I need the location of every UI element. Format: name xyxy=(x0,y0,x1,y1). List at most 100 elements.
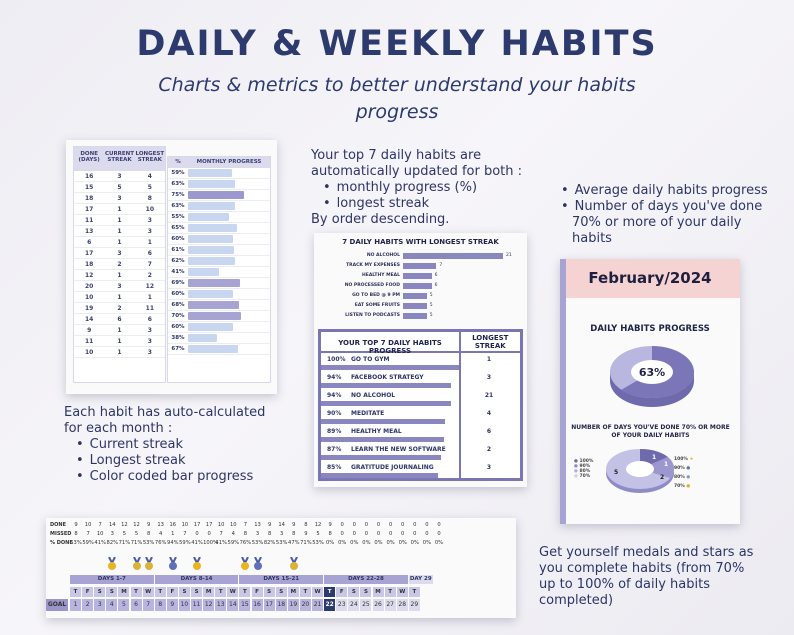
table-cell: 16 xyxy=(84,173,94,180)
top7-name: HEALTHY MEAL xyxy=(351,428,402,435)
streak-bar xyxy=(403,313,427,319)
day-letter: S xyxy=(94,587,106,597)
day-letter: T xyxy=(384,587,396,597)
table-row: 14 6 6 xyxy=(74,314,165,325)
calendar-cell: 17 xyxy=(193,522,201,528)
top7-bullet: longest streak xyxy=(323,196,551,212)
progress-pct: 60% xyxy=(171,291,185,297)
calendar-cell: 59% xyxy=(179,540,191,546)
calendar-cell: 0 xyxy=(425,531,429,537)
table-cell: 1 xyxy=(117,338,122,345)
table-cell: 10 xyxy=(84,349,94,356)
goal-label: GOAL xyxy=(46,599,68,611)
day-letter: S xyxy=(191,587,203,597)
progress-bar xyxy=(188,279,240,287)
medal-icon xyxy=(168,556,178,571)
day-number: 19 xyxy=(287,599,299,611)
streak-bar xyxy=(403,273,432,279)
calendar-cell: 0 xyxy=(437,522,441,528)
week-band: DAY 29 xyxy=(408,575,433,584)
table-cell: 17 xyxy=(84,206,94,213)
table-cell: 11 xyxy=(145,305,154,312)
top7-description: Your top 7 daily habits are automaticall… xyxy=(311,148,551,228)
table-row: 17 1 10 xyxy=(74,204,165,215)
top7-row: 87% LEARN THE NEW SOFTWARE 2 xyxy=(321,443,520,461)
streak-bar-value: 21 xyxy=(506,253,512,258)
day-letter: S xyxy=(106,587,118,597)
calendar-cell: 1 xyxy=(171,531,175,537)
day-number: 20 xyxy=(299,599,311,611)
day-number: 8 xyxy=(154,599,166,611)
legend-item: 90% xyxy=(674,466,685,471)
pct-header: % xyxy=(175,159,181,165)
calendar-cell: 0 xyxy=(195,531,199,537)
top7-name: FACEBOOK STRATEGY xyxy=(351,374,424,381)
table-cell: 3 xyxy=(147,338,152,345)
top7-pct: 94% xyxy=(327,374,342,381)
calendar-cell: 4 xyxy=(159,531,163,537)
table-cell: 12 xyxy=(145,283,154,290)
table-cell: 20 xyxy=(84,283,94,290)
table-cell: 15 xyxy=(84,184,94,191)
page-title: DAILY & WEEKLY HABITS xyxy=(136,24,658,64)
legend-item: 80% xyxy=(674,475,685,480)
progress-pct: 61% xyxy=(171,247,185,253)
calendar-cell: 7 xyxy=(183,531,187,537)
day-letter: F xyxy=(166,587,178,597)
calendar-cell: 71% xyxy=(118,540,131,546)
progress-pct: 63% xyxy=(171,203,185,209)
progress-pct: 41% xyxy=(171,269,185,275)
progress-bar xyxy=(188,345,239,353)
calendar-cell: 59% xyxy=(227,540,240,546)
progress-pct: 63% xyxy=(171,181,185,187)
day-letter: F xyxy=(82,587,94,597)
habit-description: Each habit has auto-calculated for each … xyxy=(64,405,284,485)
progress-bar xyxy=(188,191,245,199)
streak-bar-row: TRACK MY EXPENSES 7 xyxy=(314,261,527,271)
progress-row: 68% xyxy=(168,300,270,311)
progress-pct: 67% xyxy=(171,346,185,352)
day-number: 5 xyxy=(118,599,130,611)
table-row: 13 1 3 xyxy=(74,226,165,237)
calendar-cell: 0% xyxy=(374,540,383,546)
day-number: 3 xyxy=(94,599,106,611)
progress-pct: 75% xyxy=(171,192,185,198)
day-letter: T xyxy=(324,587,336,597)
day-number: 1 xyxy=(70,599,82,611)
progress-bar xyxy=(188,290,233,298)
calendar-cell: 53% xyxy=(251,540,264,546)
table-cell: 1 xyxy=(117,272,122,279)
table-row: 11 1 3 xyxy=(74,336,165,347)
top-habits-card: 7 DAILY HABITS WITH LONGEST STREAK NO AL… xyxy=(314,233,527,487)
legend-item: 100% xyxy=(579,459,594,464)
table-cell: 3 xyxy=(147,327,152,334)
table-cell: 19 xyxy=(84,305,94,312)
table-cell: 2 xyxy=(117,261,122,268)
streak-bar-row: NO ALCOHOL 21 xyxy=(314,251,527,261)
monthly-summary-card: February/2024 DAILY HABITS PROGRESS 63% … xyxy=(560,259,740,524)
calendar-cell: 7 xyxy=(98,522,102,528)
medal-icon xyxy=(253,556,263,571)
calendar-cell: 7 xyxy=(219,531,223,537)
table-cell: 13 xyxy=(84,228,94,235)
day-letter: T xyxy=(215,587,227,597)
table-row: 9 1 3 xyxy=(74,325,165,336)
calendar-cell: 0 xyxy=(437,531,441,537)
streak-bar-label: NO ALCOHOL xyxy=(366,253,400,258)
progress-row: 60% xyxy=(168,289,270,300)
calendar-cell: 5 xyxy=(316,531,320,537)
calendar-cell: 16 xyxy=(169,522,177,528)
progress-pct: 55% xyxy=(171,214,185,220)
top7-row: 94% NO ALCOHOL 21 xyxy=(321,389,520,407)
day-number: 18 xyxy=(275,599,287,611)
day-number: 4 xyxy=(106,599,118,611)
day-letter: M xyxy=(372,587,384,597)
longest-streak-title: 7 DAILY HABITS WITH LONGEST STREAK xyxy=(342,238,499,246)
calendar-cell: 0 xyxy=(376,522,381,528)
calendar-cell: 17 xyxy=(205,522,213,528)
table-cell: 1 xyxy=(117,206,122,213)
calendar-cell: 13 xyxy=(157,522,164,528)
day-number: 29 xyxy=(408,599,420,611)
calendar-cell: 0 xyxy=(401,522,405,528)
streak-bar xyxy=(403,253,503,259)
